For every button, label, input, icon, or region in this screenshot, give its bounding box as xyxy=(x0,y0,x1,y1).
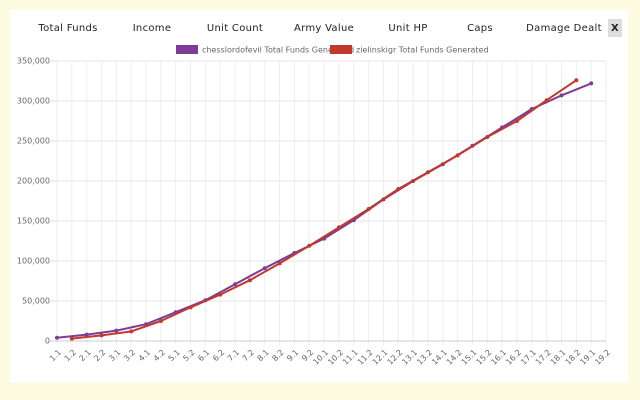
point xyxy=(84,332,89,337)
point xyxy=(277,261,282,266)
line-segment xyxy=(368,188,399,210)
point xyxy=(559,93,564,98)
close-label[interactable]: X xyxy=(611,23,619,34)
tab[interactable]: Total Funds xyxy=(37,23,97,34)
panel xyxy=(10,10,628,382)
tab[interactable]: Income xyxy=(133,23,172,34)
point xyxy=(69,336,74,341)
line-segment xyxy=(86,329,117,336)
point xyxy=(114,328,119,333)
point xyxy=(589,81,594,86)
line-segment xyxy=(397,171,429,190)
point xyxy=(366,207,371,211)
line-segment xyxy=(486,120,518,138)
line-segment xyxy=(427,154,459,174)
point xyxy=(574,78,579,83)
point xyxy=(99,333,104,338)
point xyxy=(129,329,134,334)
line-segment xyxy=(234,267,266,286)
line-segment xyxy=(116,323,147,332)
line-segment xyxy=(219,279,251,296)
legend-swatch xyxy=(330,45,352,54)
line-segment xyxy=(249,262,281,282)
tab[interactable]: Unit HP xyxy=(388,23,427,34)
line-segment xyxy=(279,244,310,265)
line-segment xyxy=(160,306,191,322)
line-segment xyxy=(516,99,548,122)
y-tick-label: 150,000 xyxy=(17,217,50,226)
line-segment xyxy=(204,283,236,302)
point xyxy=(485,135,490,139)
point xyxy=(396,187,401,191)
line-segment xyxy=(561,82,592,97)
line-segment xyxy=(56,333,87,339)
line-segment xyxy=(308,226,340,247)
y-tick-label: 250,000 xyxy=(17,137,50,146)
legend-label: zielinskigr Total Funds Generated xyxy=(356,46,489,55)
line-segment xyxy=(338,208,370,229)
tab[interactable]: Damage Dealt xyxy=(526,23,602,34)
line-segment xyxy=(457,136,488,157)
y-tick-label: 350,000 xyxy=(17,57,50,66)
line-segment xyxy=(190,293,221,309)
close-button[interactable] xyxy=(608,19,622,37)
point xyxy=(425,170,430,175)
point xyxy=(455,153,460,158)
tab[interactable]: Caps xyxy=(467,23,493,34)
y-tick-label: 300,000 xyxy=(17,97,50,106)
point xyxy=(158,319,163,323)
legend-swatch xyxy=(176,45,198,54)
point xyxy=(307,243,312,248)
tab[interactable]: Army Value xyxy=(294,23,354,34)
y-tick-label: 200,000 xyxy=(17,177,50,186)
point xyxy=(218,292,223,297)
line-segment xyxy=(101,330,132,337)
legend-label: chesslordofevil Total Funds Generated xyxy=(202,46,354,55)
point xyxy=(544,98,549,103)
line-segment xyxy=(71,334,102,340)
y-tick-label: 0 xyxy=(45,337,50,346)
y-tick-label: 50,000 xyxy=(22,297,50,306)
point xyxy=(514,119,519,123)
point xyxy=(262,266,267,271)
y-tick-label: 100,000 xyxy=(17,257,50,266)
tab[interactable]: Unit Count xyxy=(207,23,263,34)
line-segment xyxy=(546,79,577,102)
line-segment xyxy=(130,320,162,333)
point xyxy=(188,305,193,310)
point xyxy=(247,278,252,283)
line-segment xyxy=(264,252,295,270)
point xyxy=(233,282,238,287)
point xyxy=(55,335,59,340)
point xyxy=(336,225,341,230)
line-segment xyxy=(145,311,177,326)
line-segment xyxy=(501,108,533,129)
